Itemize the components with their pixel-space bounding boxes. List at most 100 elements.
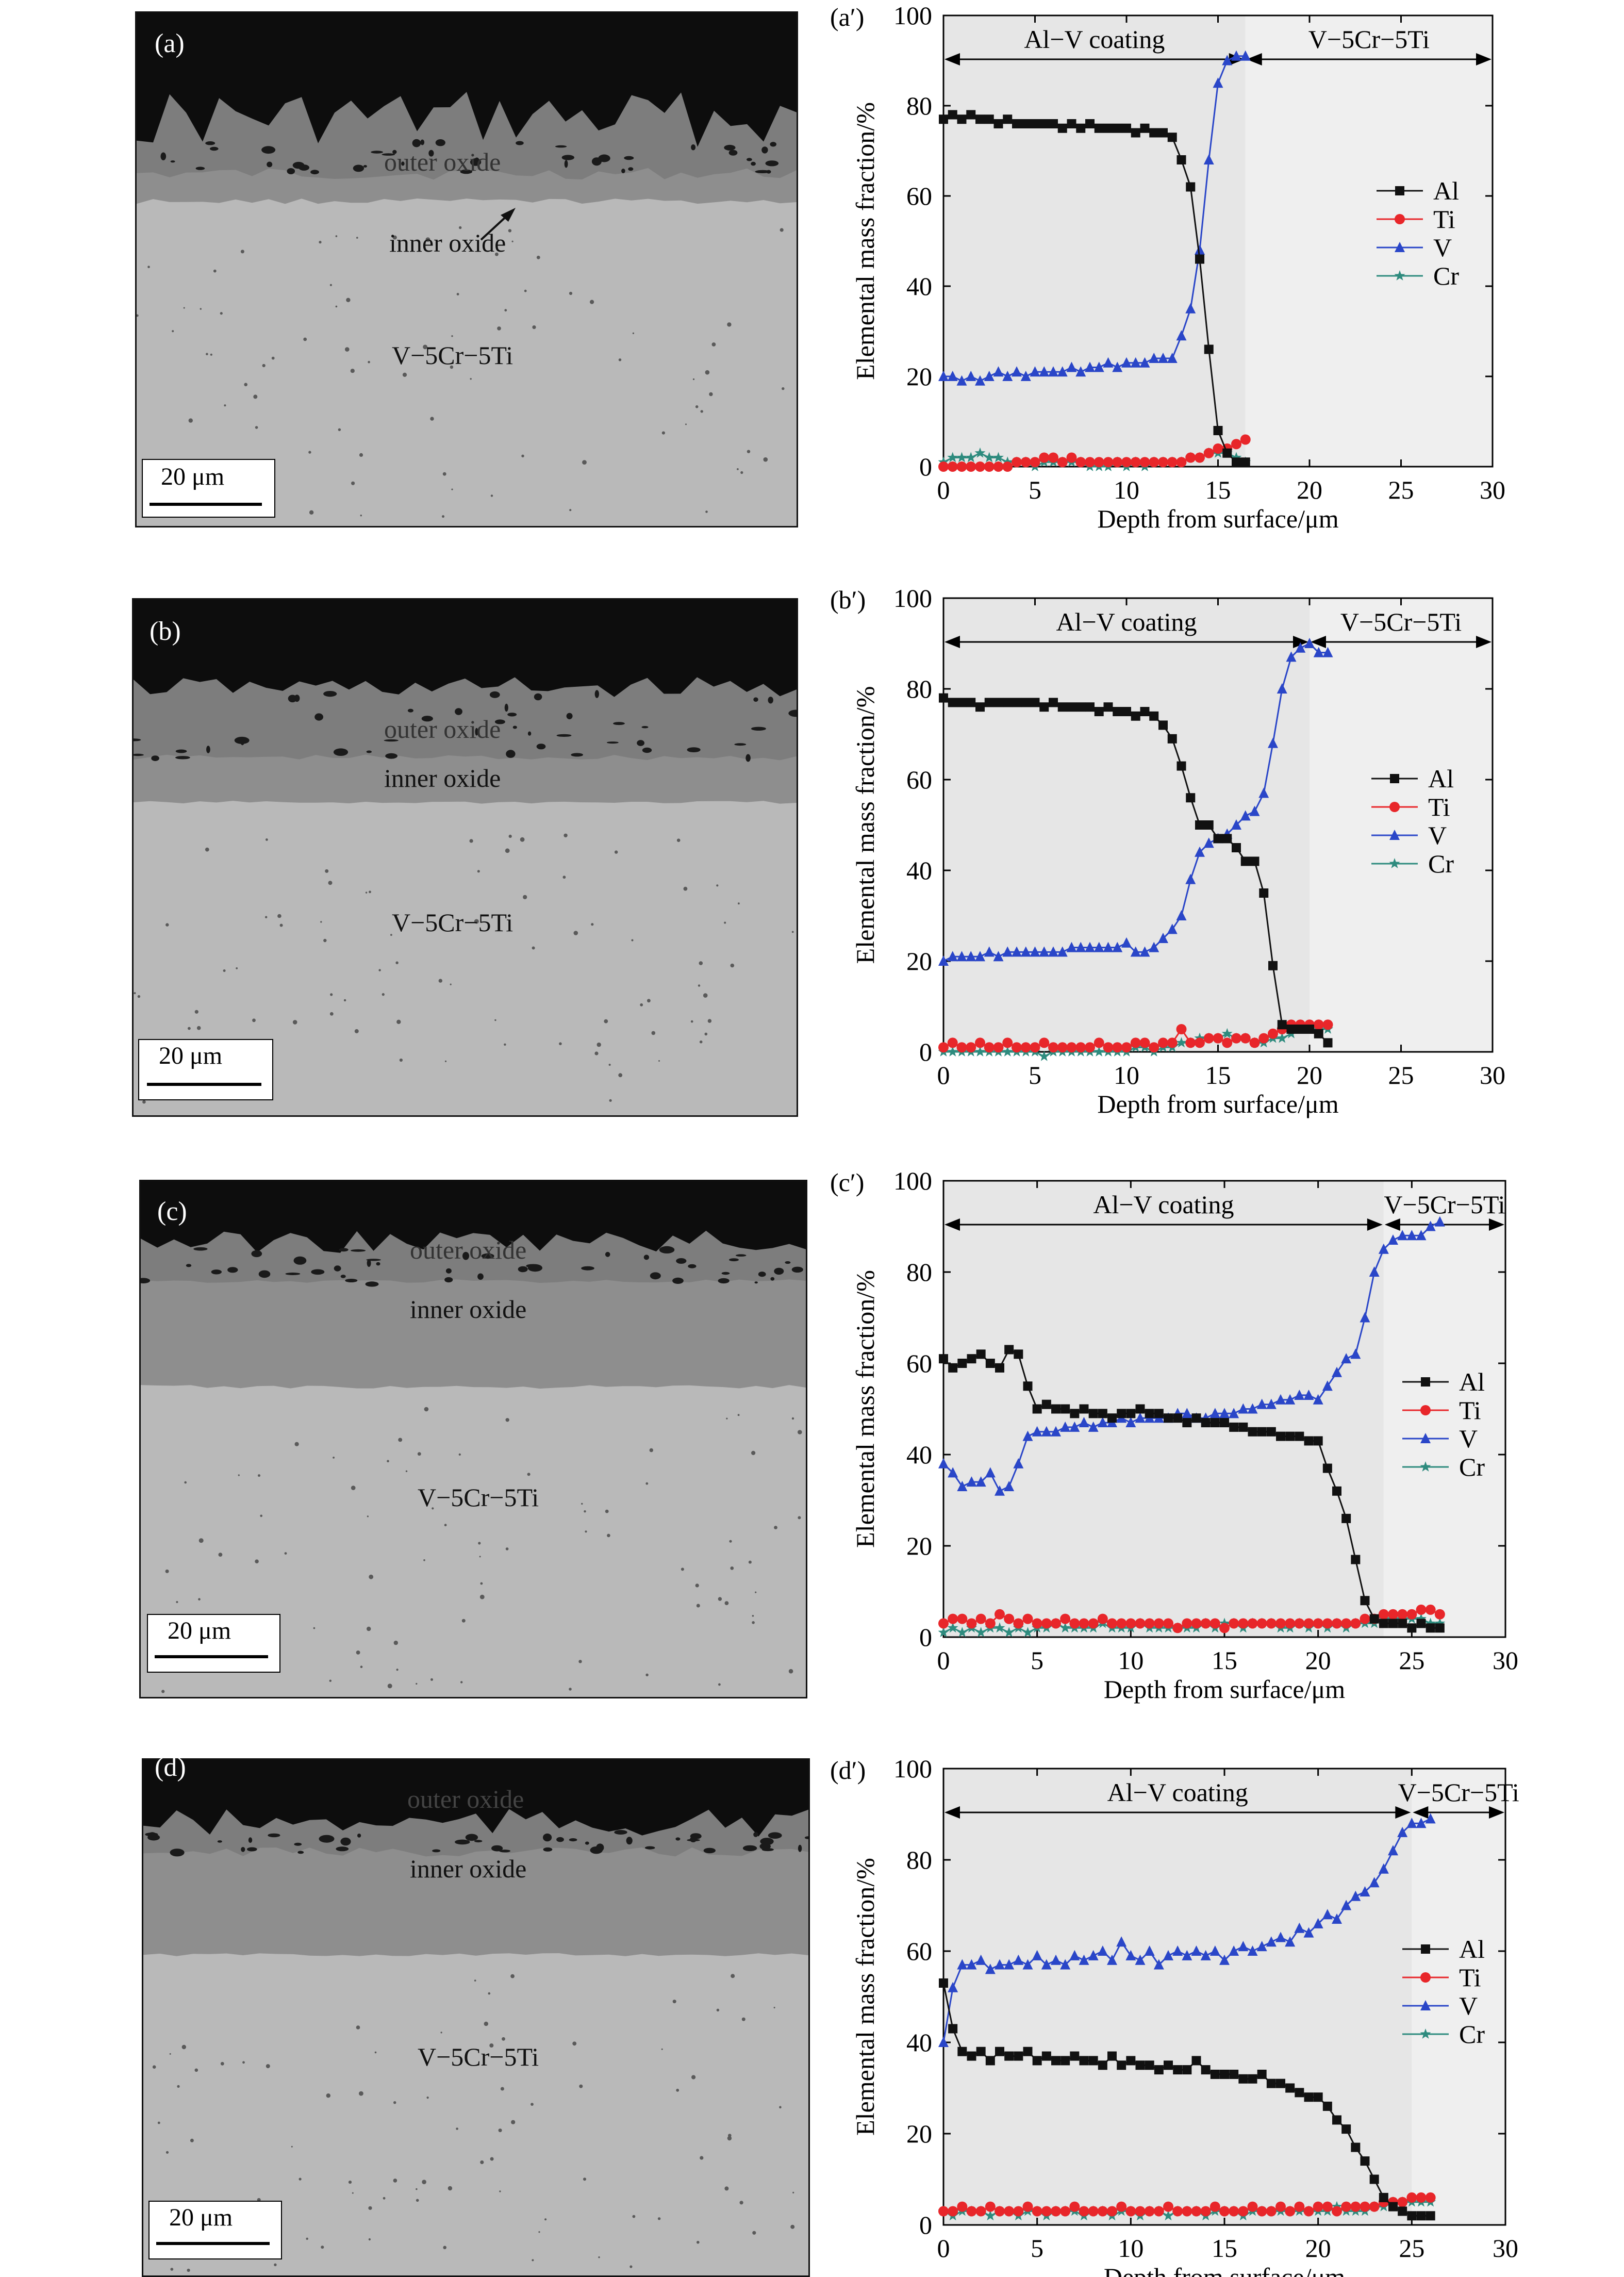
pore	[561, 155, 574, 160]
speck	[508, 229, 512, 233]
speck	[791, 1417, 794, 1420]
marker-square	[1195, 820, 1204, 830]
speck	[699, 1040, 703, 1044]
marker-square	[1369, 1614, 1379, 1624]
series-Ti	[938, 1604, 1445, 1634]
marker-square	[1395, 186, 1404, 195]
speck	[505, 848, 510, 853]
marker-square	[1257, 1427, 1267, 1437]
pore	[788, 710, 797, 717]
speck	[292, 1020, 297, 1025]
x-tick-label: 10	[1114, 475, 1139, 504]
speck	[422, 2180, 426, 2184]
speck	[253, 394, 258, 399]
coating-label: Al−V coating	[1056, 607, 1197, 636]
marker-square	[1313, 1436, 1323, 1446]
speck	[262, 364, 266, 368]
speck	[188, 1027, 191, 1030]
marker-triangle	[1085, 942, 1095, 952]
marker-triangle	[1256, 1941, 1267, 1952]
marker-square	[1266, 1427, 1276, 1437]
marker-triangle	[995, 1485, 1005, 1496]
marker-circle	[1125, 2206, 1136, 2217]
marker-square	[1098, 1409, 1107, 1418]
marker-square	[1182, 1418, 1192, 1428]
pore	[499, 1850, 510, 1853]
substrate-label: V−5Cr−5Ti	[392, 341, 513, 370]
marker-circle	[1397, 1609, 1408, 1620]
marker-triangle	[1069, 1950, 1080, 1960]
marker-circle	[1032, 2206, 1042, 2217]
coating-region	[943, 1181, 1384, 1637]
x-tick-label: 5	[1029, 475, 1041, 504]
pore	[455, 708, 462, 715]
speck	[354, 1029, 359, 1033]
pore	[534, 693, 542, 701]
marker-circle	[1360, 1613, 1370, 1624]
marker-circle	[1395, 214, 1405, 224]
marker-square	[957, 1359, 967, 1368]
marker-square	[1014, 1349, 1023, 1359]
marker-circle	[1139, 1037, 1150, 1048]
marker-triangle	[1203, 837, 1214, 848]
arrow-head	[944, 636, 960, 648]
speck	[752, 2231, 756, 2235]
marker-circle	[1039, 452, 1050, 463]
marker-circle	[1213, 443, 1223, 454]
marker-circle	[1389, 802, 1400, 812]
marker-square	[1145, 2060, 1154, 2070]
marker-triangle	[1185, 303, 1196, 314]
marker-square	[1117, 2060, 1126, 2070]
y-tick-label: 40	[906, 1440, 932, 1469]
substrate-region	[137, 199, 797, 526]
pore	[333, 748, 349, 756]
marker-triangle	[1149, 353, 1159, 363]
legend-label: Cr	[1459, 2020, 1485, 2049]
series-line	[943, 55, 1246, 382]
pore	[293, 1256, 307, 1265]
marker-square	[1268, 961, 1278, 970]
panel-label-d: (d)	[155, 1753, 186, 1782]
speck	[615, 850, 618, 854]
marker-triangle	[1176, 910, 1187, 920]
marker-circle	[1107, 2206, 1117, 2217]
pore	[420, 139, 425, 145]
marker-square	[1426, 2211, 1435, 2221]
marker-star	[1038, 1050, 1050, 1061]
speck	[398, 1438, 403, 1442]
speck	[532, 2259, 534, 2262]
marker-circle	[1093, 1037, 1104, 1048]
marker-triangle	[1116, 1936, 1127, 1947]
marker-star	[1434, 1618, 1446, 1628]
speck	[696, 1604, 700, 1608]
marker-circle	[1200, 2206, 1211, 2217]
marker-square	[1032, 2056, 1042, 2066]
marker-square	[1004, 1345, 1014, 1355]
marker-square	[1186, 793, 1196, 803]
speck	[459, 226, 462, 229]
marker-square	[1213, 426, 1223, 435]
speck	[697, 2240, 700, 2244]
x-tick-label: 15	[1205, 475, 1231, 504]
coating-region	[943, 1769, 1412, 2225]
marker-square	[1313, 2092, 1323, 2102]
marker-triangle	[1085, 361, 1095, 372]
speck	[277, 914, 281, 918]
speck	[480, 1582, 483, 1585]
marker-square	[1232, 457, 1241, 467]
marker-square	[1390, 774, 1399, 783]
marker-star	[994, 1622, 1005, 1633]
marker-square	[1314, 1029, 1323, 1038]
speck	[271, 356, 275, 360]
speck	[705, 370, 710, 375]
marker-triangle	[995, 1959, 1005, 1970]
speck	[390, 934, 392, 936]
marker-triangle	[1163, 1950, 1173, 1960]
marker-square	[1332, 1486, 1341, 1496]
marker-triangle	[1222, 55, 1233, 65]
marker-circle	[1039, 1037, 1050, 1048]
marker-square	[1176, 155, 1186, 164]
marker-circle	[1088, 1618, 1099, 1629]
marker-square	[1167, 133, 1177, 142]
speck	[699, 961, 703, 965]
